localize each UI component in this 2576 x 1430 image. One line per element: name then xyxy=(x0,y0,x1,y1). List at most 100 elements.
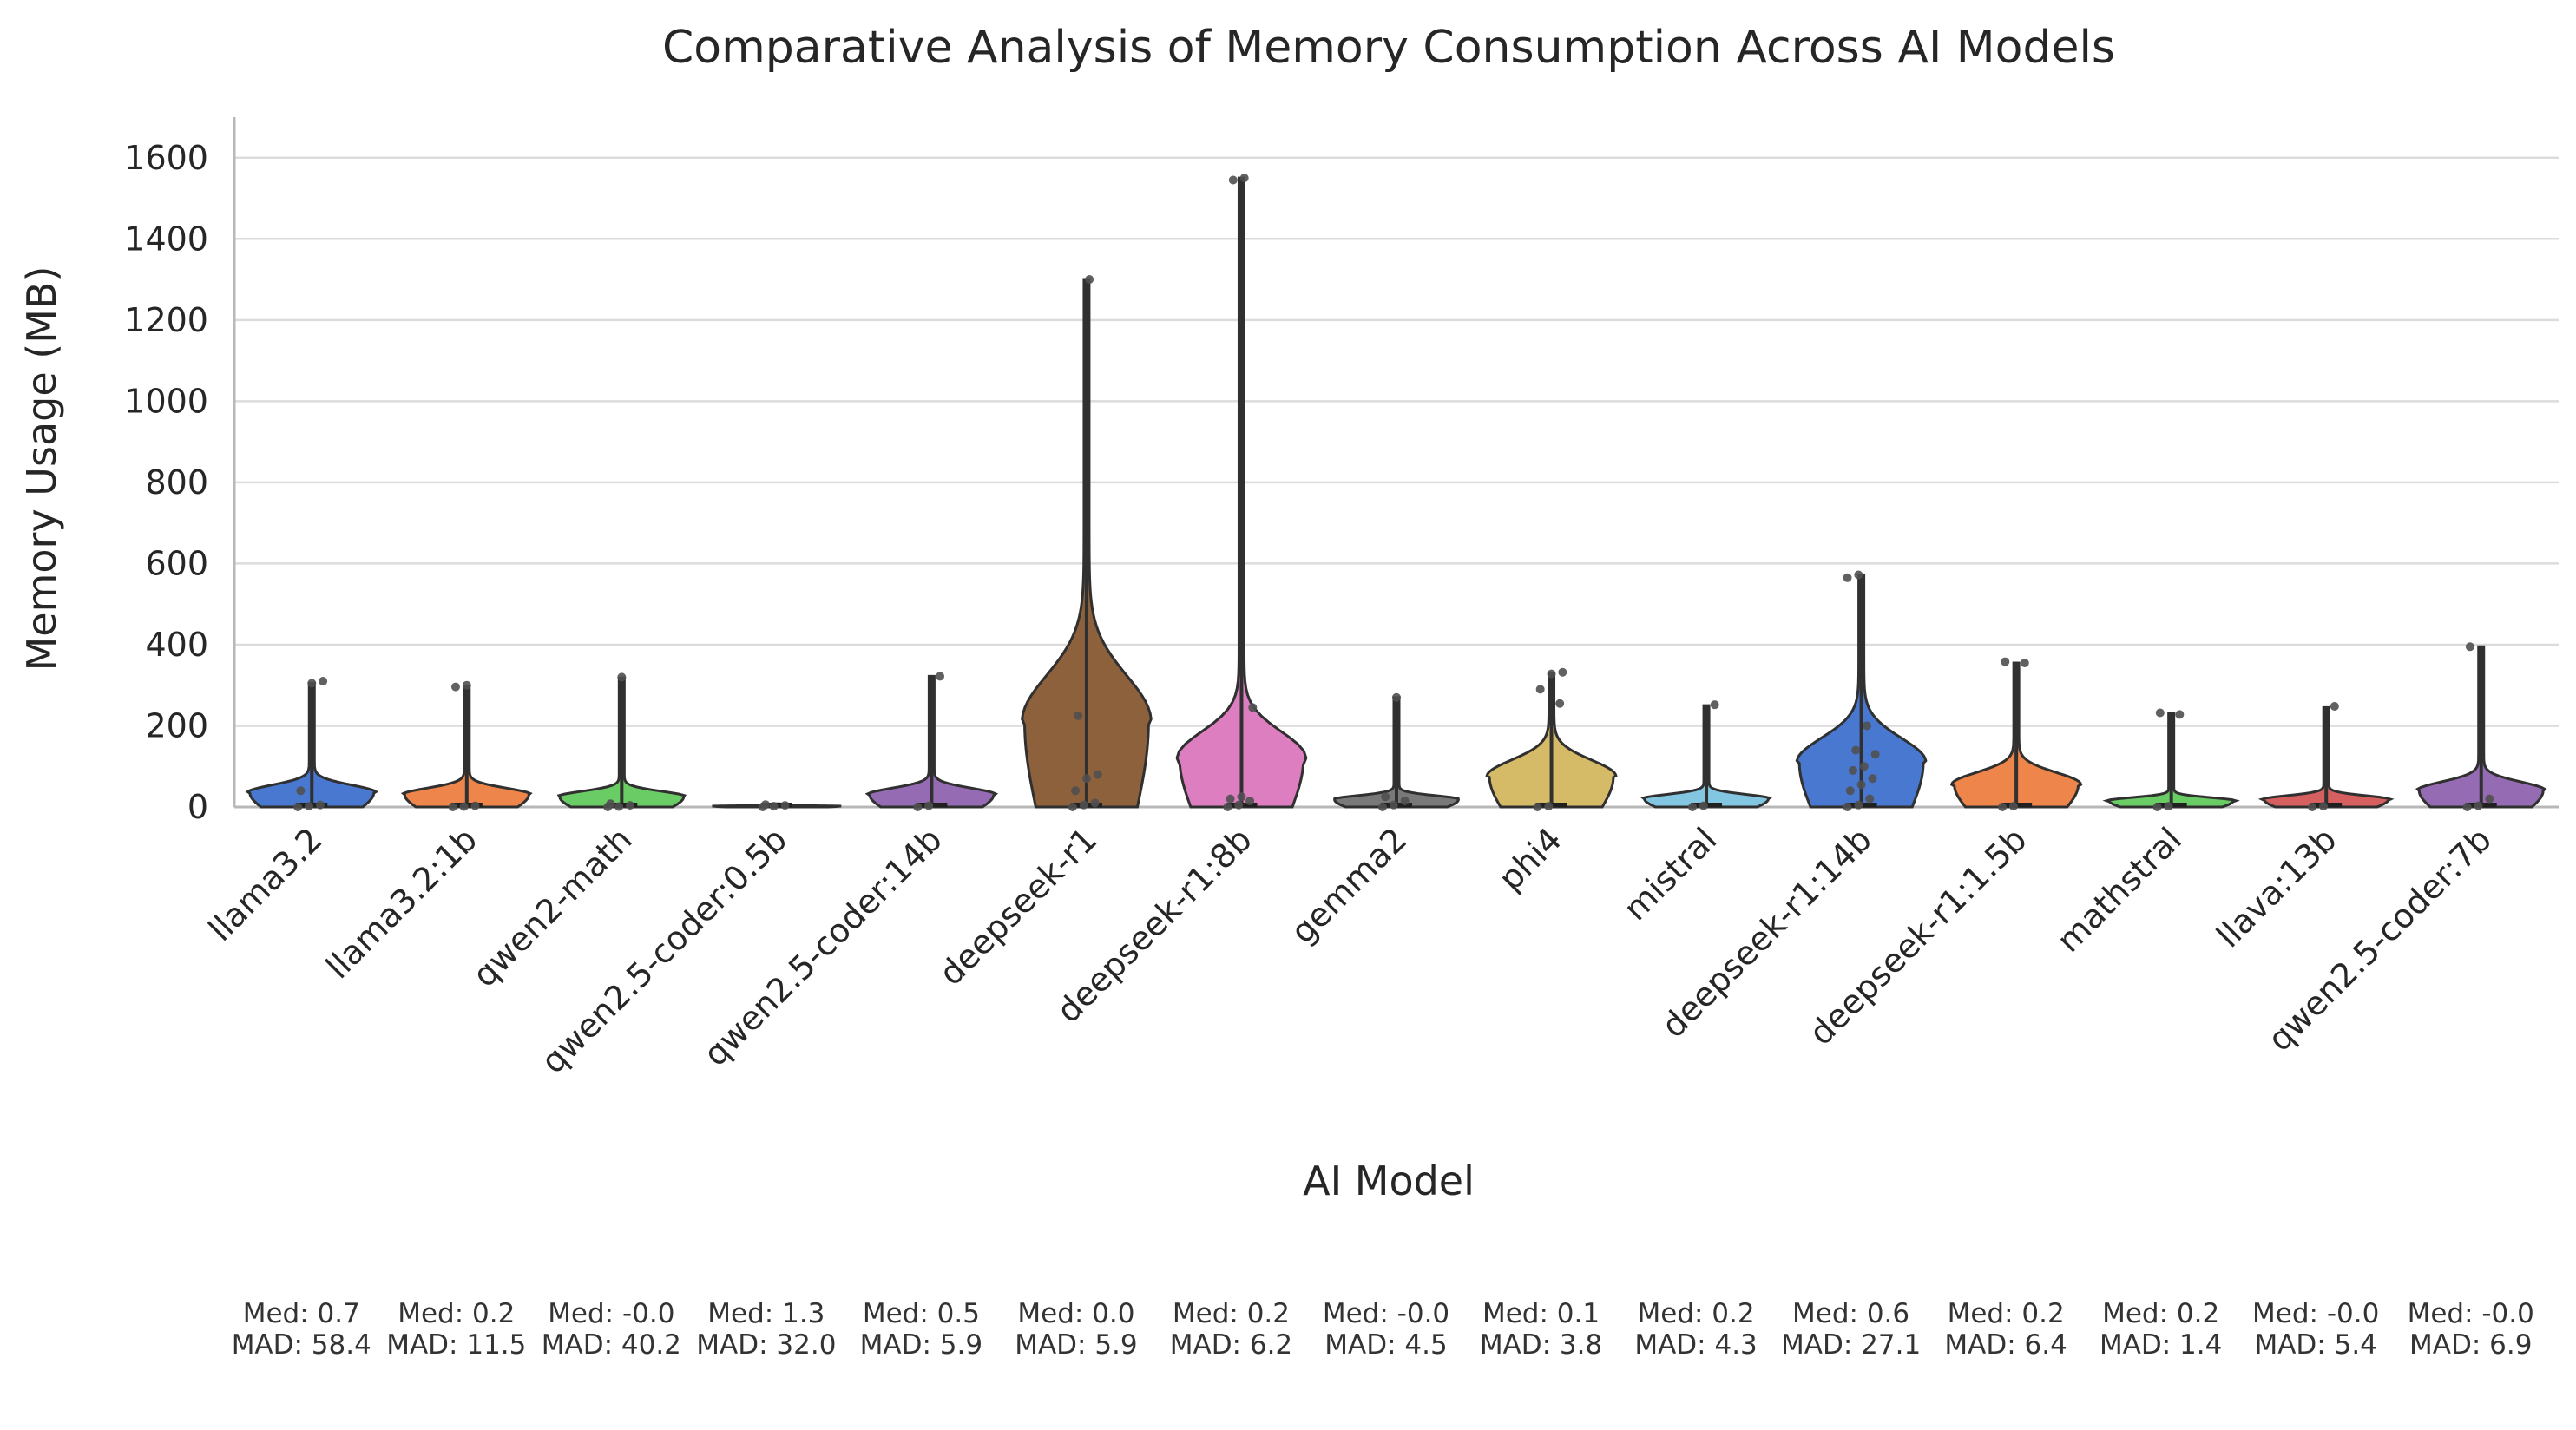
data-point xyxy=(1090,798,1100,808)
x-tick-label: gemma2 xyxy=(1284,820,1415,951)
data-point xyxy=(769,802,779,811)
data-point xyxy=(1392,692,1401,702)
stat-mad: MAD: 6.4 xyxy=(1944,1329,2067,1361)
data-point xyxy=(319,677,328,686)
data-point xyxy=(2318,802,2328,811)
data-point xyxy=(2474,801,2483,810)
stat-median: Med: 0.2 xyxy=(398,1298,515,1329)
data-point xyxy=(2175,710,2185,719)
data-point xyxy=(1863,721,1872,731)
data-point xyxy=(1226,794,1235,804)
stat-median: Med: -0.0 xyxy=(1323,1298,1449,1329)
data-point xyxy=(2462,803,2472,811)
data-point xyxy=(2020,658,2029,667)
data-point xyxy=(315,800,325,810)
data-point xyxy=(1228,175,1238,185)
stat-median: Med: 0.1 xyxy=(1482,1298,1600,1329)
data-point xyxy=(2465,642,2474,652)
data-point xyxy=(1547,669,1556,679)
data-point xyxy=(936,672,945,681)
data-point xyxy=(1068,803,1077,811)
data-point xyxy=(1223,803,1232,811)
data-point xyxy=(2001,657,2010,666)
data-point xyxy=(1848,765,1857,775)
data-point xyxy=(307,679,317,688)
data-point xyxy=(606,799,615,809)
y-tick-label: 800 xyxy=(145,463,208,502)
stat-median: Med: 0.0 xyxy=(1017,1298,1134,1329)
stat-mad: MAD: 5.9 xyxy=(860,1329,982,1361)
stat-median: Med: -0.0 xyxy=(2252,1298,2379,1329)
data-point xyxy=(1859,762,1869,771)
data-point xyxy=(1245,796,1255,805)
data-point xyxy=(1870,750,1880,759)
data-point xyxy=(2330,702,2339,712)
stat-median: Med: 0.7 xyxy=(243,1298,360,1329)
stat-mad: MAD: 4.3 xyxy=(1634,1329,1757,1361)
data-point xyxy=(296,786,306,796)
data-point xyxy=(462,680,471,690)
chart-title: Comparative Analysis of Memory Consumpti… xyxy=(662,22,2115,74)
violins xyxy=(245,174,2547,811)
data-point xyxy=(2155,708,2165,718)
stat-median: Med: 0.2 xyxy=(1173,1298,1290,1329)
data-point xyxy=(1248,703,1258,712)
data-point xyxy=(1856,780,1866,790)
data-point xyxy=(448,803,457,811)
x-axis-label: AI Model xyxy=(1303,1158,1475,1204)
data-point xyxy=(450,682,460,692)
data-point xyxy=(1687,803,1697,811)
stat-median: Med: 0.6 xyxy=(1792,1298,1909,1329)
x-tick-label: deepseek-r1 xyxy=(932,820,1105,993)
stat-median: Med: 0.5 xyxy=(863,1298,980,1329)
stat-mad: MAD: 58.4 xyxy=(232,1329,371,1361)
y-tick-label: 1400 xyxy=(124,220,208,258)
data-point xyxy=(1699,801,1708,810)
data-point xyxy=(1710,700,1719,710)
data-point xyxy=(617,672,627,682)
data-point xyxy=(1845,786,1855,796)
data-point xyxy=(913,803,923,811)
x-tick-label: mistral xyxy=(1616,820,1724,928)
data-point xyxy=(1081,774,1091,784)
stat-mad: MAD: 1.4 xyxy=(2100,1329,2222,1361)
x-tick-label: llama3.2 xyxy=(201,820,330,948)
x-tick-label: qwen2-math xyxy=(465,820,640,994)
data-point xyxy=(459,802,469,811)
x-tick-label: llava:13b xyxy=(2209,820,2343,954)
y-tick-label: 600 xyxy=(145,544,208,582)
y-tick-label: 400 xyxy=(145,626,208,664)
data-point xyxy=(293,803,303,811)
data-point xyxy=(625,801,634,810)
stat-median: Med: -0.0 xyxy=(2408,1298,2534,1329)
stat-median: Med: 0.2 xyxy=(1638,1298,1755,1329)
data-point xyxy=(614,802,624,811)
data-point xyxy=(1544,802,1554,811)
data-point xyxy=(1558,667,1567,677)
data-point xyxy=(2152,803,2162,811)
y-tick-label: 1000 xyxy=(124,382,208,420)
stat-median: Med: 1.3 xyxy=(707,1298,825,1329)
data-point xyxy=(1843,573,1852,582)
x-tick-label: phi4 xyxy=(1491,820,1569,898)
y-tick-labels: 0 200 400 600 800 1000 1200 1400 1600 xyxy=(124,139,208,826)
data-point xyxy=(1535,685,1545,694)
data-point xyxy=(2308,803,2317,811)
stat-mad: MAD: 32.0 xyxy=(696,1329,836,1361)
data-point xyxy=(305,802,314,811)
x-tick-label: llama3.2:1b xyxy=(319,820,484,986)
stat-mad: MAD: 4.5 xyxy=(1324,1329,1447,1361)
data-point xyxy=(1998,803,2008,811)
data-point xyxy=(1093,770,1102,779)
stat-mad: MAD: 6.9 xyxy=(2409,1329,2532,1361)
data-point xyxy=(1851,745,1861,755)
stat-median: Med: -0.0 xyxy=(548,1298,674,1329)
y-tick-label: 0 xyxy=(187,788,208,826)
y-tick-label: 1200 xyxy=(124,301,208,339)
data-point xyxy=(1239,174,1249,183)
data-point xyxy=(470,801,480,810)
data-point xyxy=(1071,786,1081,796)
